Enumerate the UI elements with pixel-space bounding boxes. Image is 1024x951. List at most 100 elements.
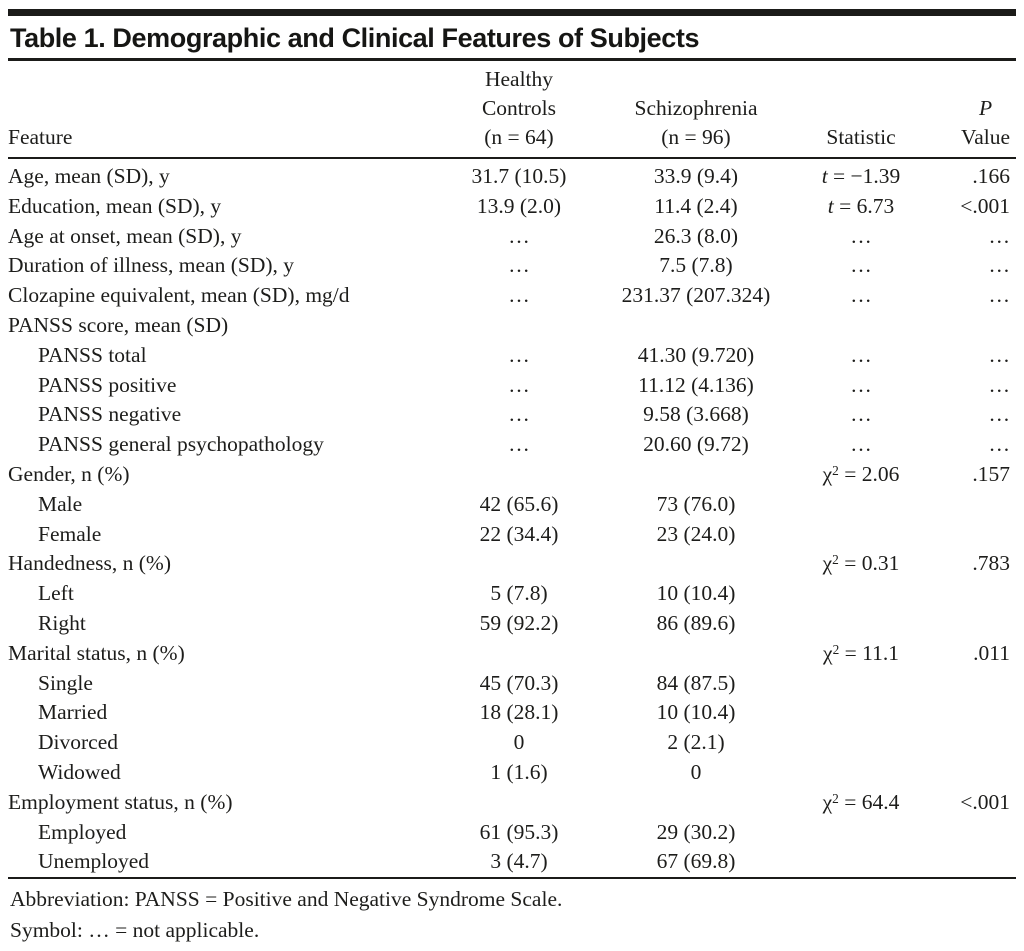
table-row: Gender, n (%) χ2 = 2.06 .157 — [8, 460, 1016, 490]
table-row: Unemployed 3 (4.7) 67 (69.8) — [8, 847, 1016, 877]
top-rule — [8, 9, 1016, 16]
statistic-symbol: t — [821, 164, 828, 188]
schizophrenia-cell: 73 (76.0) — [656, 491, 736, 516]
statistic-cell — [794, 579, 928, 609]
schizophrenia-cell: 33.9 (9.4) — [653, 164, 739, 188]
p-value-cell — [928, 579, 1016, 609]
p-value-cell — [928, 758, 1016, 788]
footnotes: Abbreviation: PANSS = Positive and Negat… — [8, 879, 1016, 948]
header-line: Schizophrenia — [634, 96, 758, 120]
schizophrenia-cell: 11.12 (4.136) — [638, 372, 754, 397]
healthy-controls-cell: … — [508, 223, 530, 248]
healthy-controls-cell: 22 (34.4) — [479, 521, 559, 546]
feature-cell: Clozapine equivalent, mean (SD), mg/d — [8, 283, 350, 308]
p-value-cell: <.001 — [960, 789, 1010, 814]
p-value-cell: .011 — [973, 640, 1010, 665]
statistic-superscript: 2 — [832, 462, 839, 478]
statistic-symbol: χ — [822, 551, 833, 576]
schizophrenia-cell — [598, 788, 794, 818]
p-value-cell: <.001 — [960, 193, 1010, 218]
statistic-cell: … — [850, 223, 872, 248]
healthy-controls-cell: 1 (1.6) — [490, 759, 548, 784]
healthy-controls-cell: 45 (70.3) — [479, 670, 559, 695]
table-row: PANSS total… 41.30 (9.720)…… — [8, 341, 1016, 371]
footnote-abbreviation: Abbreviation: PANSS = Positive and Negat… — [10, 887, 563, 912]
feature-cell: Single — [38, 670, 93, 695]
table-row: Female 22 (34.4) 23 (24.0) — [8, 520, 1016, 550]
healthy-controls-cell — [440, 549, 598, 579]
feature-cell: PANSS negative — [38, 402, 182, 427]
feature-cell: Male — [38, 491, 83, 516]
p-value-cell: … — [988, 223, 1011, 248]
feature-cell: Left — [38, 581, 74, 606]
statistic-cell: t = 6.73 — [827, 193, 895, 218]
statistic-cell: χ2 = 11.1 — [823, 640, 899, 665]
feature-cell: Right — [38, 610, 86, 635]
healthy-controls-cell: … — [508, 402, 530, 427]
feature-cell: Employment status, n (%) — [8, 789, 233, 814]
statistic-cell: χ2 = 0.31 — [822, 551, 900, 576]
table-row: Age at onset, mean (SD), y… 26.3 (8.0)…… — [8, 222, 1016, 252]
p-value-header-lines: P Value — [961, 94, 1010, 152]
statistic-cell — [794, 520, 928, 550]
statistic-superscript: 2 — [832, 641, 840, 657]
feature-cell: PANSS general psychopathology — [38, 432, 324, 457]
p-value-cell — [928, 490, 1016, 520]
schizophrenia-cell: 231.37 (207.324) — [621, 283, 771, 308]
column-header-statistic: Statistic — [794, 61, 928, 159]
header-row: Feature Healthy Controls (n = 64) Schizo… — [8, 61, 1016, 159]
statistic-symbol: χ — [823, 640, 833, 665]
column-header-p-value: P Value — [928, 61, 1016, 159]
table-row: Right 59 (92.2) 86 (89.6) — [8, 609, 1016, 639]
statistic-cell — [794, 847, 928, 877]
table-row: Duration of illness, mean (SD), y … 7.5 (7… — [8, 251, 1016, 281]
statistic-cell — [794, 728, 928, 758]
feature-cell: Female — [38, 521, 102, 546]
p-value-cell: … — [988, 432, 1011, 457]
statistic-symbol: χ — [822, 789, 833, 814]
statistic-cell: … — [850, 372, 872, 397]
statistic-symbol: χ — [822, 461, 833, 486]
statistic-symbol: t — [827, 193, 834, 218]
feature-cell: PANSS positive — [38, 372, 177, 397]
statistic-cell: … — [850, 283, 872, 308]
p-value-cell — [928, 698, 1016, 728]
table-row: PANSS positive… 11.12 (4.136)…… — [8, 371, 1016, 401]
header-line: P — [978, 96, 993, 120]
column-header-schizophrenia: Schizophrenia (n = 96) — [598, 61, 794, 159]
statistic-cell: χ2 = 64.4 — [822, 789, 900, 814]
feature-cell: Divorced — [38, 730, 118, 755]
feature-cell: Marital status, n (%) — [8, 640, 185, 665]
header-line: Healthy — [484, 67, 554, 91]
healthy-controls-cell: 18 (28.1) — [479, 700, 559, 725]
feature-cell: Age at onset, mean (SD), y — [8, 223, 242, 248]
feature-cell: Age, mean (SD), y — [8, 164, 170, 188]
statistic-cell: … — [850, 253, 872, 278]
feature-cell: Widowed — [38, 759, 121, 784]
schizophrenia-cell: 7.5 (7.8) — [659, 253, 733, 278]
schizophrenia-cell: 29 (30.2) — [656, 819, 736, 844]
table-row: Handedness, n (%) χ2 = 0.31 .783 — [8, 549, 1016, 579]
schizophrenia-cell: 84 (87.5) — [656, 670, 736, 695]
table-row: Clozapine equivalent, mean (SD), mg/d … 23… — [8, 281, 1016, 311]
schizophrenia-cell: 10 (10.4) — [656, 700, 736, 725]
header-line: (n = 96) — [661, 125, 731, 149]
statistic-cell: χ2 = 2.06 — [822, 461, 900, 486]
title-rule — [8, 58, 1016, 61]
statistic-cell — [794, 311, 928, 341]
schizophrenia-cell — [598, 460, 794, 490]
p-value-cell — [928, 847, 1016, 877]
p-value-cell — [928, 609, 1016, 639]
p-value-cell: .783 — [972, 551, 1010, 576]
header-line: Controls — [481, 96, 557, 120]
table-body: Age, mean (SD), y 31.7 (10.5) 33.9 (9.4) t … — [8, 158, 1016, 877]
statistic-superscript: 2 — [832, 552, 839, 568]
healthy-controls-cell: … — [508, 342, 530, 367]
healthy-controls-cell: … — [508, 432, 530, 457]
schizophrenia-cell: 2 (2.1) — [667, 730, 725, 755]
healthy-controls-cell: … — [508, 283, 530, 308]
table-row: Marital status, n (%) χ2 = 11.1 .011 — [8, 639, 1016, 669]
table-row: Married 18 (28.1) 10 (10.4) — [8, 698, 1016, 728]
table-row: PANSS score, mean (SD) — [8, 311, 1016, 341]
